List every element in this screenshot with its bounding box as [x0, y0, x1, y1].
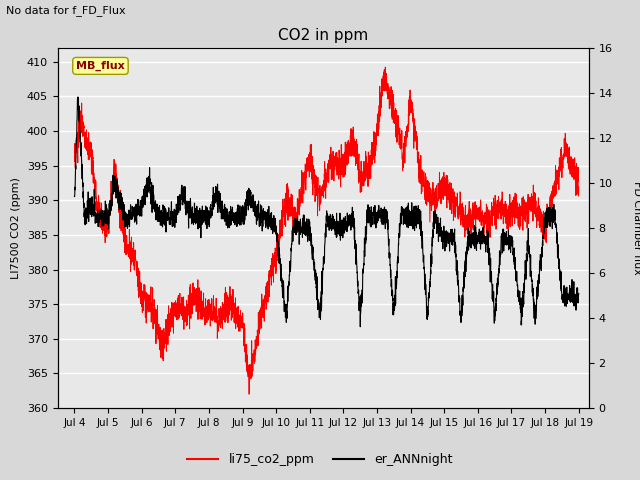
Y-axis label: FD Chamber flux: FD Chamber flux: [632, 181, 640, 275]
Legend: li75_co2_ppm, er_ANNnight: li75_co2_ppm, er_ANNnight: [182, 448, 458, 471]
Text: MB_flux: MB_flux: [76, 61, 125, 71]
Title: CO2 in ppm: CO2 in ppm: [278, 28, 369, 43]
Y-axis label: LI7500 CO2 (ppm): LI7500 CO2 (ppm): [11, 177, 21, 279]
Text: No data for f_FD_Flux: No data for f_FD_Flux: [6, 5, 126, 16]
